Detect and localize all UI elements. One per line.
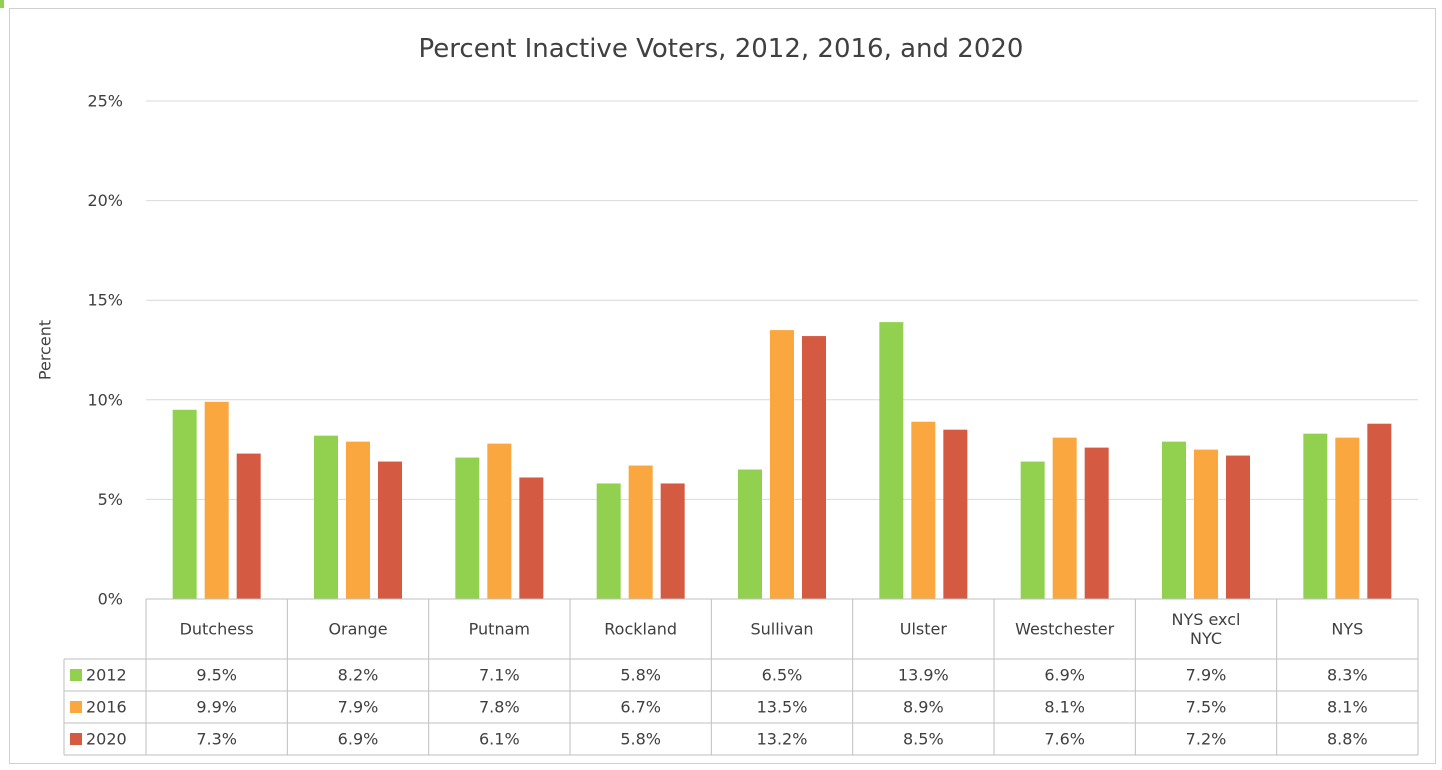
bar-2020-8 <box>1367 423 1392 599</box>
data-label: 6.1% <box>479 730 520 749</box>
bar-2020-5 <box>943 429 968 599</box>
bar-2012-4 <box>738 469 762 599</box>
bar-2020-2 <box>519 477 544 599</box>
category-label: Ulster <box>900 620 948 639</box>
bar-2012-1 <box>314 435 338 599</box>
y-tick-label: 5% <box>98 490 123 509</box>
category-label: NYS excl <box>1172 610 1241 629</box>
category-label: NYC <box>1190 629 1222 648</box>
legend-label: 2012 <box>86 666 127 685</box>
data-label: 6.9% <box>1044 666 1085 685</box>
data-label: 7.9% <box>1186 666 1227 685</box>
y-tick-label: 10% <box>87 390 123 409</box>
data-label: 6.5% <box>762 666 803 685</box>
category-label: Rockland <box>604 620 677 639</box>
bar-2016-5 <box>911 421 936 599</box>
data-label: 9.9% <box>196 698 237 717</box>
data-label: 7.6% <box>1044 730 1085 749</box>
corner-accent <box>0 0 4 8</box>
bar-2020-6 <box>1084 447 1109 599</box>
legend-label: 2020 <box>86 730 127 749</box>
data-label: 7.8% <box>479 698 520 717</box>
data-label: 13.2% <box>757 730 808 749</box>
data-label: 7.2% <box>1186 730 1227 749</box>
bar-2012-2 <box>455 457 480 599</box>
data-label: 7.1% <box>479 666 520 685</box>
bar-2012-5 <box>879 322 904 599</box>
bar-2020-4 <box>802 336 826 599</box>
category-label: NYS <box>1331 620 1363 639</box>
bar-2020-7 <box>1226 455 1250 599</box>
bar-2012-3 <box>596 483 621 599</box>
data-label: 8.5% <box>903 730 944 749</box>
chart-frame <box>9 8 1436 764</box>
data-label: 9.5% <box>196 666 237 685</box>
data-label: 8.2% <box>338 666 379 685</box>
bar-2012-6 <box>1020 461 1045 599</box>
data-label: 7.5% <box>1186 698 1227 717</box>
category-label: Sullivan <box>750 620 813 639</box>
bar-2016-7 <box>1194 449 1218 599</box>
data-label: 8.1% <box>1044 698 1085 717</box>
data-label: 7.9% <box>338 698 379 717</box>
y-tick-label: 15% <box>87 291 123 310</box>
legend-key-2020 <box>70 733 82 745</box>
bar-2016-4 <box>770 330 794 599</box>
category-label: Dutchess <box>180 620 254 639</box>
y-tick-label: 20% <box>87 191 123 210</box>
data-label: 6.9% <box>338 730 379 749</box>
data-label: 5.8% <box>620 730 661 749</box>
legend-key-2016 <box>70 701 82 713</box>
category-label: Putnam <box>469 620 530 639</box>
y-tick-label: 25% <box>87 92 123 111</box>
data-label: 7.3% <box>196 730 237 749</box>
bar-2020-3 <box>660 483 685 599</box>
chart-title: Percent Inactive Voters, 2012, 2016, and… <box>419 34 1024 64</box>
data-label: 13.5% <box>757 698 808 717</box>
bar-2012-7 <box>1162 441 1186 599</box>
y-axis-label: Percent <box>36 320 55 380</box>
bar-2016-2 <box>487 443 512 599</box>
category-label: Westchester <box>1015 620 1115 639</box>
bar-2016-3 <box>628 465 653 599</box>
bar-2012-0 <box>172 409 197 599</box>
data-label: 6.7% <box>620 698 661 717</box>
category-label: Orange <box>328 620 387 639</box>
legend-key-2012 <box>70 669 82 681</box>
data-label: 8.8% <box>1327 730 1368 749</box>
data-label: 8.1% <box>1327 698 1368 717</box>
data-label: 8.3% <box>1327 666 1368 685</box>
data-label: 5.8% <box>620 666 661 685</box>
data-label: 13.9% <box>898 666 949 685</box>
legend-label: 2016 <box>86 698 127 717</box>
bar-2016-6 <box>1052 437 1077 599</box>
y-tick-label: 0% <box>98 590 123 609</box>
bar-2020-1 <box>378 461 402 599</box>
bar-2016-0 <box>204 401 229 599</box>
bar-2016-1 <box>346 441 370 599</box>
bar-2016-8 <box>1335 437 1360 599</box>
data-label: 8.9% <box>903 698 944 717</box>
bar-2020-0 <box>236 453 261 599</box>
bar-2012-8 <box>1303 433 1328 599</box>
